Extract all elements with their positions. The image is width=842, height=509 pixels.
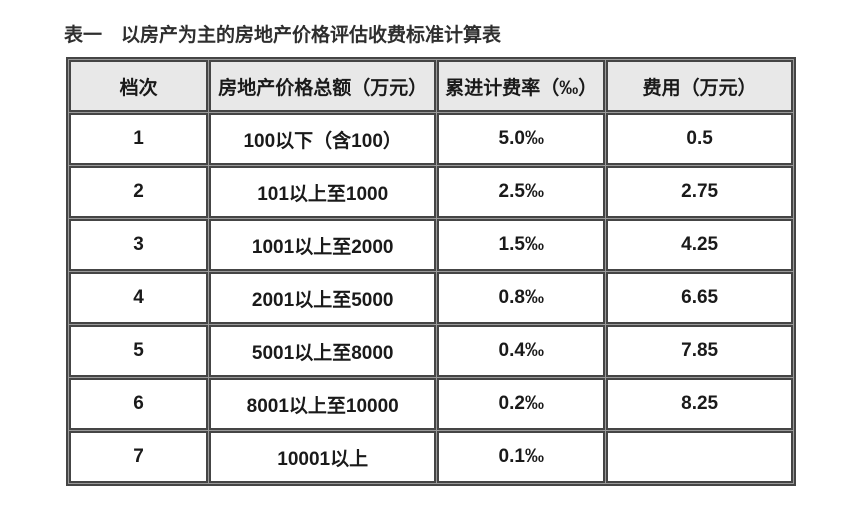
table-row: 2 101以上至1000 2.5‰ 2.75 (69, 166, 793, 218)
column-header: 累进计费率（‰） (437, 60, 606, 112)
table-cell: 1.5‰ (437, 219, 606, 271)
table-cell: 0.4‰ (437, 325, 606, 377)
table-cell: 100以下（含100） (209, 113, 437, 165)
table-cell (606, 431, 793, 483)
table-row: 5 5001以上至8000 0.4‰ 7.85 (69, 325, 793, 377)
table-cell: 2.75 (606, 166, 793, 218)
column-header: 档次 (69, 60, 209, 112)
table-cell: 2001以上至5000 (209, 272, 437, 324)
column-header: 房地产价格总额（万元） (209, 60, 437, 112)
table-cell: 6 (69, 378, 209, 430)
table-cell: 2 (69, 166, 209, 218)
table-cell: 5001以上至8000 (209, 325, 437, 377)
table-cell: 10001以上 (209, 431, 437, 483)
table-cell: 1001以上至2000 (209, 219, 437, 271)
column-header: 费用（万元） (606, 60, 793, 112)
table-row: 1 100以下（含100） 5.0‰ 0.5 (69, 113, 793, 165)
table-cell: 3 (69, 219, 209, 271)
fee-table-header-row: 档次 房地产价格总额（万元） 累进计费率（‰） 费用（万元） (69, 60, 793, 112)
table-cell: 7 (69, 431, 209, 483)
table-row: 3 1001以上至2000 1.5‰ 4.25 (69, 219, 793, 271)
table-cell: 2.5‰ (437, 166, 606, 218)
table-cell: 8001以上至10000 (209, 378, 437, 430)
table-cell: 5.0‰ (437, 113, 606, 165)
table-row: 4 2001以上至5000 0.8‰ 6.65 (69, 272, 793, 324)
table-row: 7 10001以上 0.1‰ (69, 431, 793, 483)
fee-standard-table: 档次 房地产价格总额（万元） 累进计费率（‰） 费用（万元） 1 100以下（含100）… (66, 57, 796, 486)
table-cell: 8.25 (606, 378, 793, 430)
table-cell: 0.2‰ (437, 378, 606, 430)
table-cell: 4 (69, 272, 209, 324)
table-cell: 0.1‰ (437, 431, 606, 483)
table-cell: 4.25 (606, 219, 793, 271)
table-caption: 表一 以房产为主的房地产价格评估收费标准计算表 (64, 25, 502, 46)
table-row: 6 8001以上至10000 0.2‰ 8.25 (69, 378, 793, 430)
table-cell: 5 (69, 325, 209, 377)
table-cell: 7.85 (606, 325, 793, 377)
table-cell: 0.8‰ (437, 272, 606, 324)
table-cell: 1 (69, 113, 209, 165)
table-cell: 0.5 (606, 113, 793, 165)
table-cell: 6.65 (606, 272, 793, 324)
table-cell: 101以上至1000 (209, 166, 437, 218)
fee-table-body: 1 100以下（含100） 5.0‰ 0.5 2 101以上至1000 2.5‰ 2.75 3 1… (69, 113, 793, 483)
